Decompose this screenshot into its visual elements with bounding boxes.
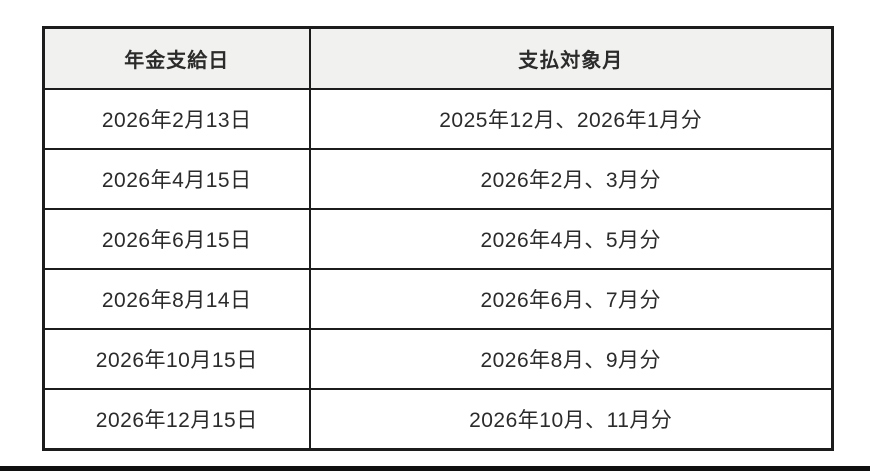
payment-date-cell: 2026年6月15日 — [42, 208, 311, 270]
column-header-payment-date: 年金支給日 — [42, 26, 311, 90]
payment-date-cell: 2026年12月15日 — [42, 388, 311, 451]
bottom-edge-bar — [0, 466, 870, 471]
payment-date-cell: 2026年4月15日 — [42, 148, 311, 210]
table-row: 2026年6月15日 2026年4月、5月分 — [42, 208, 834, 270]
table-row: 2026年8月14日 2026年6月、7月分 — [42, 268, 834, 330]
payment-date-cell: 2026年2月13日 — [42, 88, 311, 150]
target-months-cell: 2026年6月、7月分 — [308, 268, 834, 330]
target-months-cell: 2026年2月、3月分 — [308, 148, 834, 210]
table-header-row: 年金支給日 支払対象月 — [42, 26, 834, 90]
payment-date-cell: 2026年8月14日 — [42, 268, 311, 330]
table-row: 2026年10月15日 2026年8月、9月分 — [42, 328, 834, 390]
payment-date-cell: 2026年10月15日 — [42, 328, 311, 390]
pension-payment-schedule-table: 年金支給日 支払対象月 2026年2月13日 2025年12月、2026年1月分… — [42, 26, 834, 451]
column-header-target-months: 支払対象月 — [308, 26, 834, 90]
target-months-cell: 2026年4月、5月分 — [308, 208, 834, 270]
table-row: 2026年12月15日 2026年10月、11月分 — [42, 388, 834, 451]
target-months-cell: 2026年10月、11月分 — [308, 388, 834, 451]
target-months-cell: 2025年12月、2026年1月分 — [308, 88, 834, 150]
table-row: 2026年2月13日 2025年12月、2026年1月分 — [42, 88, 834, 150]
target-months-cell: 2026年8月、9月分 — [308, 328, 834, 390]
table-row: 2026年4月15日 2026年2月、3月分 — [42, 148, 834, 210]
